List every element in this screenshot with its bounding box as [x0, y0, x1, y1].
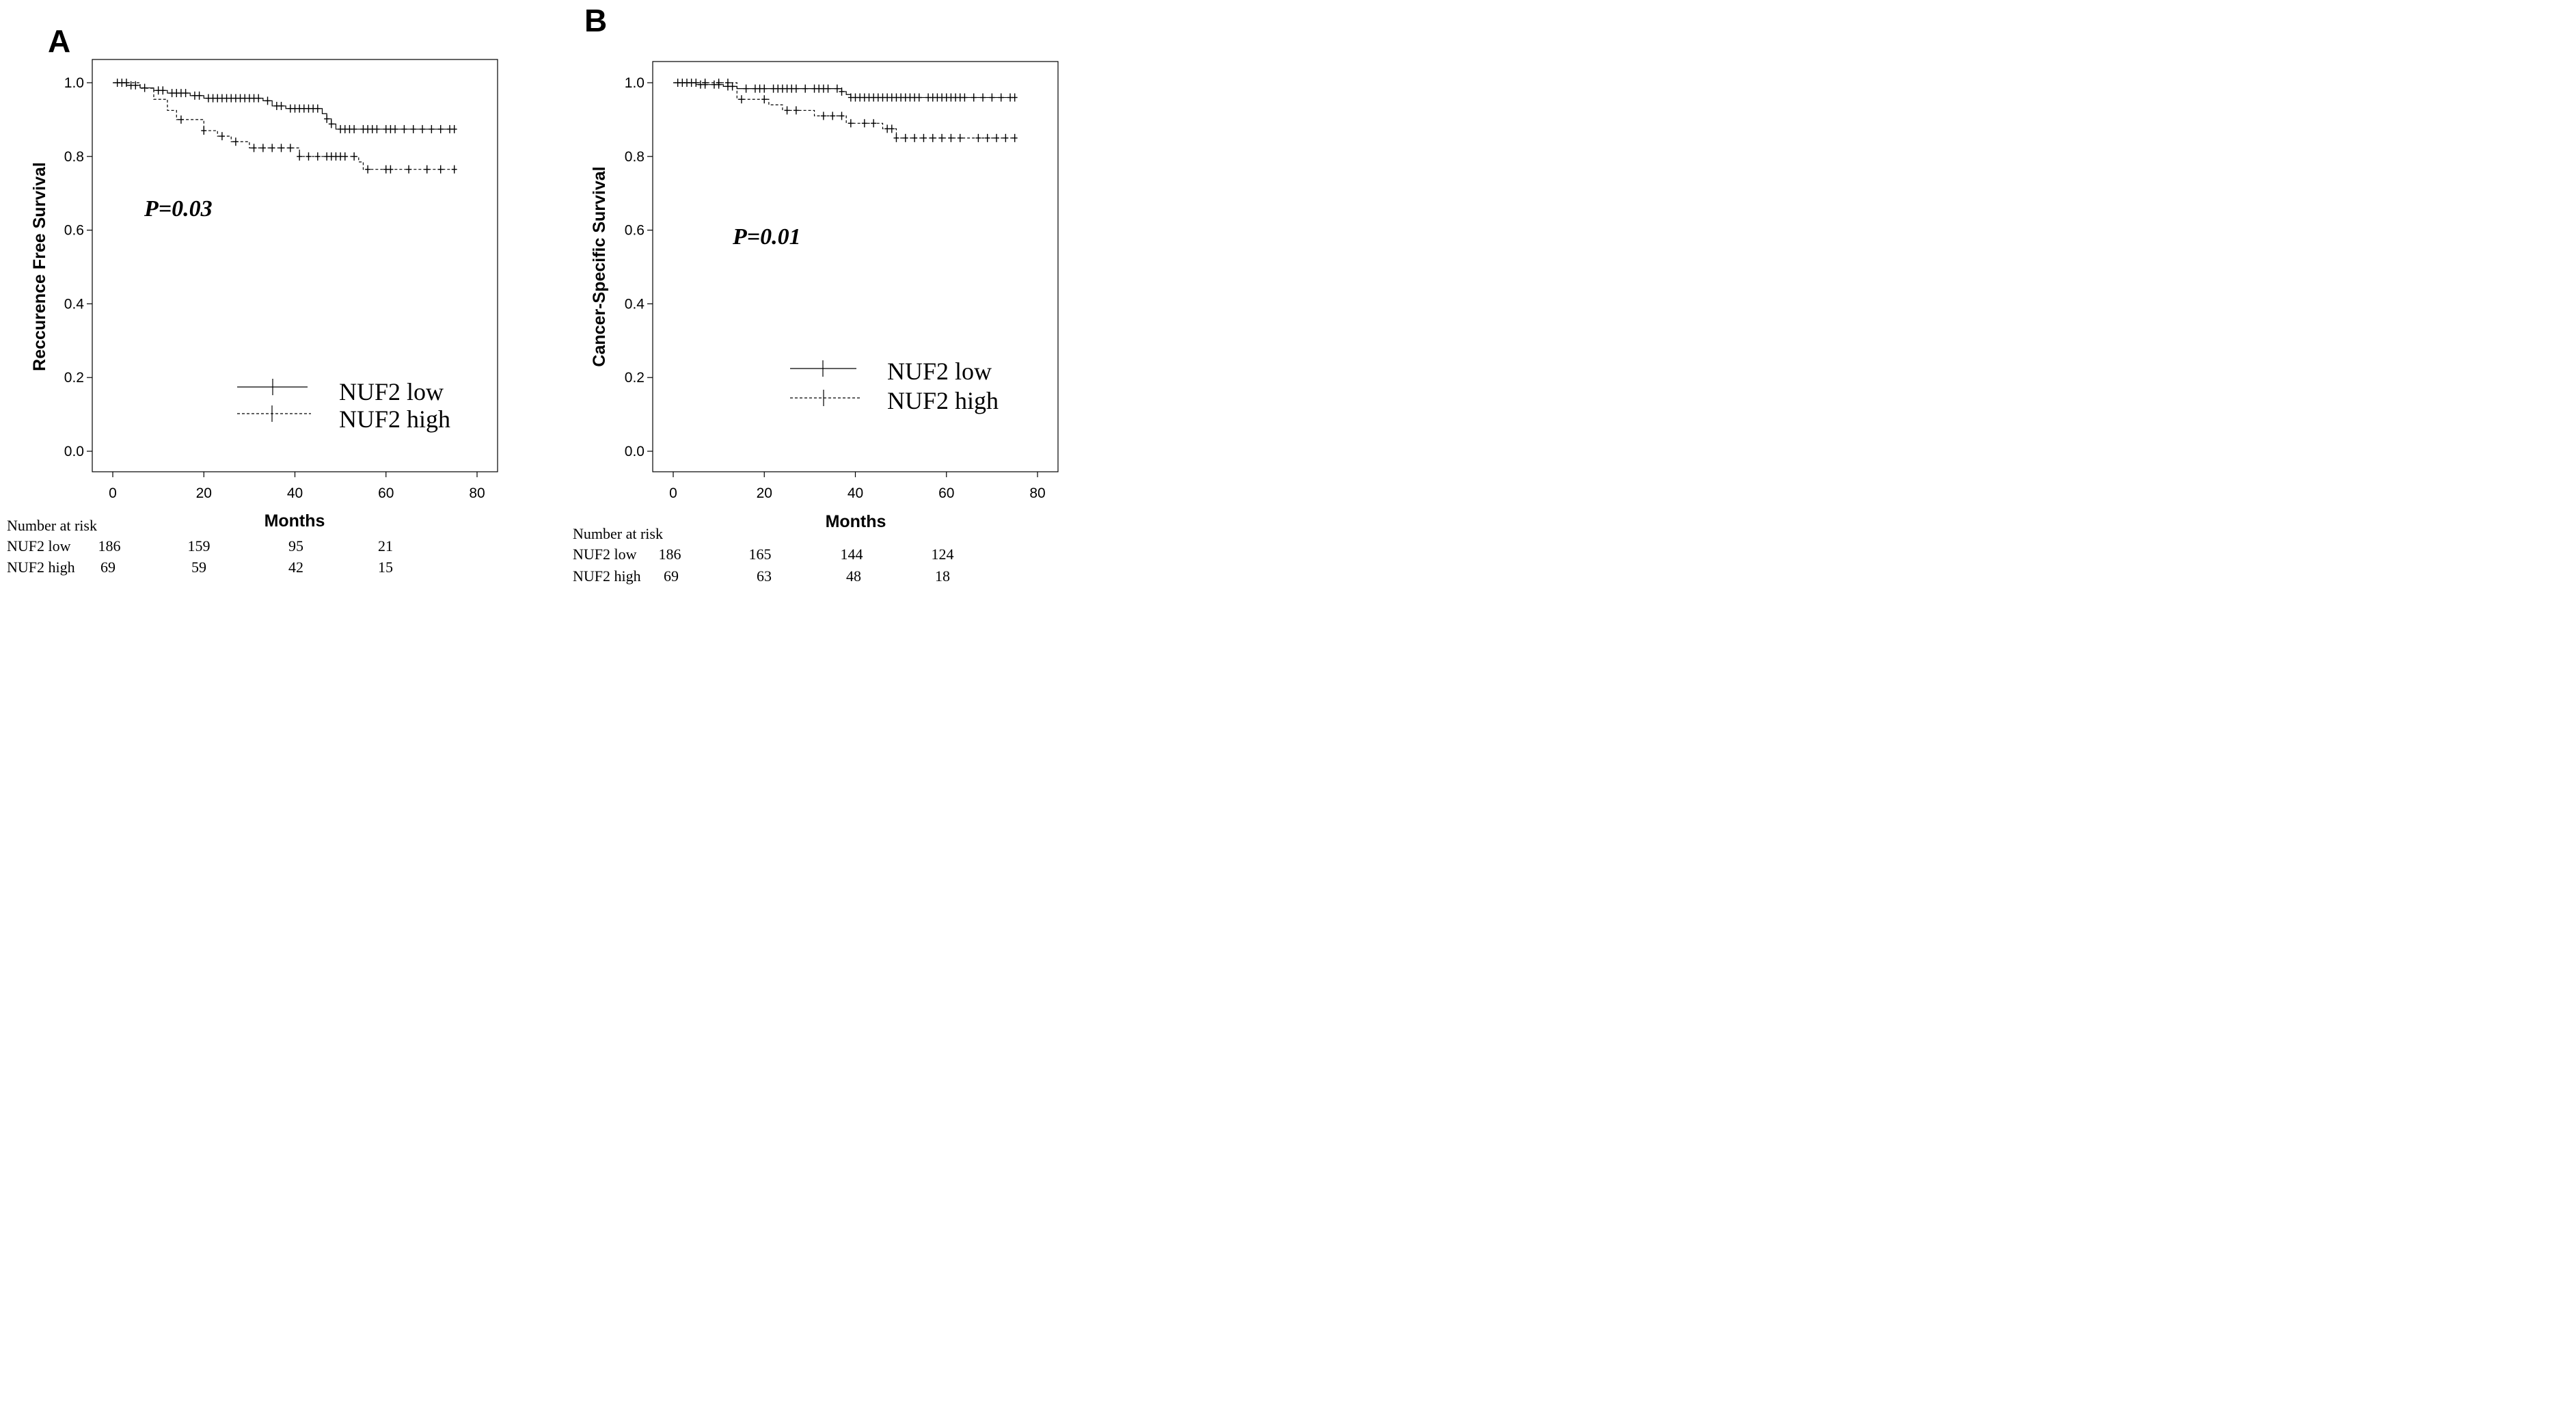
legend-label-low-a: NUF2 low: [339, 378, 444, 405]
legend-label-high-a: NUF2 high: [339, 405, 450, 433]
y-tick-label: 1.0: [625, 75, 645, 91]
y-tick-label: 1.0: [64, 75, 84, 91]
risk-value: 165: [749, 546, 772, 563]
y-tick-label: 0.0: [625, 444, 645, 459]
x-tick-label: 40: [848, 485, 863, 501]
risk-row-label-high-b: NUF2 high: [573, 567, 641, 585]
y-tick-label: 0.0: [64, 444, 84, 459]
panel-label-b: B: [584, 3, 607, 38]
risk-value: 18: [935, 567, 950, 585]
risk-value: 69: [664, 567, 679, 585]
series-line-nuf2-high: [673, 82, 1015, 139]
x-tick-label: 0: [109, 485, 117, 501]
y-axis-label-b: Cancer-Specific Survival: [590, 166, 609, 366]
p-value-b: P=0.01: [732, 224, 801, 250]
x-tick-label: 80: [469, 485, 485, 501]
risk-title-b: Number at risk: [573, 525, 663, 542]
y-axis-b: 0.0 0.2 0.4 0.6 0.8 1.0: [625, 75, 653, 459]
y-axis-a: 0.0 0.2 0.4 0.6 0.8 1.0: [64, 75, 92, 459]
risk-row-label-high-a: NUF2 high: [7, 559, 75, 576]
x-tick-label: 80: [1029, 485, 1045, 501]
panel-a: A 0.0 0.2 0.4 0.6 0.8 1.0 0 20 40 60 80 Reccurenc…: [7, 23, 498, 576]
series-line-nuf2-high: [113, 82, 455, 170]
x-tick-label: 60: [938, 485, 954, 501]
y-tick-label: 0.2: [64, 370, 84, 386]
y-tick-label: 0.4: [64, 296, 85, 312]
legend-label-high-b: NUF2 high: [887, 387, 999, 414]
legend-b: NUF2 low NUF2 high: [790, 358, 999, 414]
figure: A 0.0 0.2 0.4 0.6 0.8 1.0 0 20 40 60 80 Reccurenc…: [7, 3, 1059, 585]
x-axis-label-a: Months: [265, 511, 325, 531]
risk-value: 15: [378, 559, 393, 576]
risk-table-b: Number at risk NUF2 low NUF2 high 186 16…: [573, 525, 954, 585]
x-tick-label: 60: [378, 485, 394, 501]
risk-row-label-low-b: NUF2 low: [573, 546, 637, 563]
x-axis-a: 0 20 40 60 80: [109, 472, 485, 501]
y-tick-label: 0.8: [625, 149, 645, 165]
risk-value: 42: [288, 559, 303, 576]
x-axis-label-b: Months: [826, 512, 886, 531]
y-tick-label: 0.4: [625, 296, 645, 312]
risk-value: 21: [378, 537, 393, 554]
risk-title-a: Number at risk: [7, 517, 97, 534]
risk-row-label-low-a: NUF2 low: [7, 537, 71, 554]
curves-b: [673, 79, 1018, 142]
series-line-nuf2-low: [673, 82, 1015, 98]
y-tick-label: 0.6: [625, 223, 645, 239]
p-value-a: P=0.03: [144, 196, 213, 222]
risk-value: 159: [188, 537, 211, 554]
y-tick-label: 0.8: [64, 149, 84, 165]
risk-value: 95: [288, 537, 303, 554]
x-tick-label: 40: [287, 485, 303, 501]
risk-value: 144: [841, 546, 863, 563]
x-tick-label: 20: [757, 485, 772, 501]
legend-a: NUF2 low NUF2 high: [237, 378, 450, 433]
x-tick-label: 20: [196, 485, 212, 501]
panel-b: B 0.0 0.2 0.4 0.6 0.8 1.0 0 20 40 60 80 Cancer-Sp…: [573, 3, 1059, 585]
risk-value: 69: [100, 559, 116, 576]
y-axis-label-a: Reccurence Free Survival: [30, 162, 49, 371]
risk-value: 186: [98, 537, 121, 554]
y-tick-label: 0.2: [625, 370, 645, 386]
y-tick-label: 0.6: [64, 223, 84, 239]
risk-table-a: Number at risk NUF2 low NUF2 high 186 15…: [7, 517, 393, 576]
x-tick-label: 0: [669, 485, 677, 501]
legend-label-low-b: NUF2 low: [887, 358, 992, 385]
risk-value: 186: [659, 546, 681, 563]
risk-value: 59: [191, 559, 206, 576]
x-axis-b: 0 20 40 60 80: [669, 472, 1046, 501]
panel-label-a: A: [48, 23, 70, 59]
risk-value: 63: [757, 567, 772, 585]
risk-value: 124: [932, 546, 954, 563]
risk-value: 48: [846, 567, 861, 585]
curves-a: [113, 79, 457, 174]
